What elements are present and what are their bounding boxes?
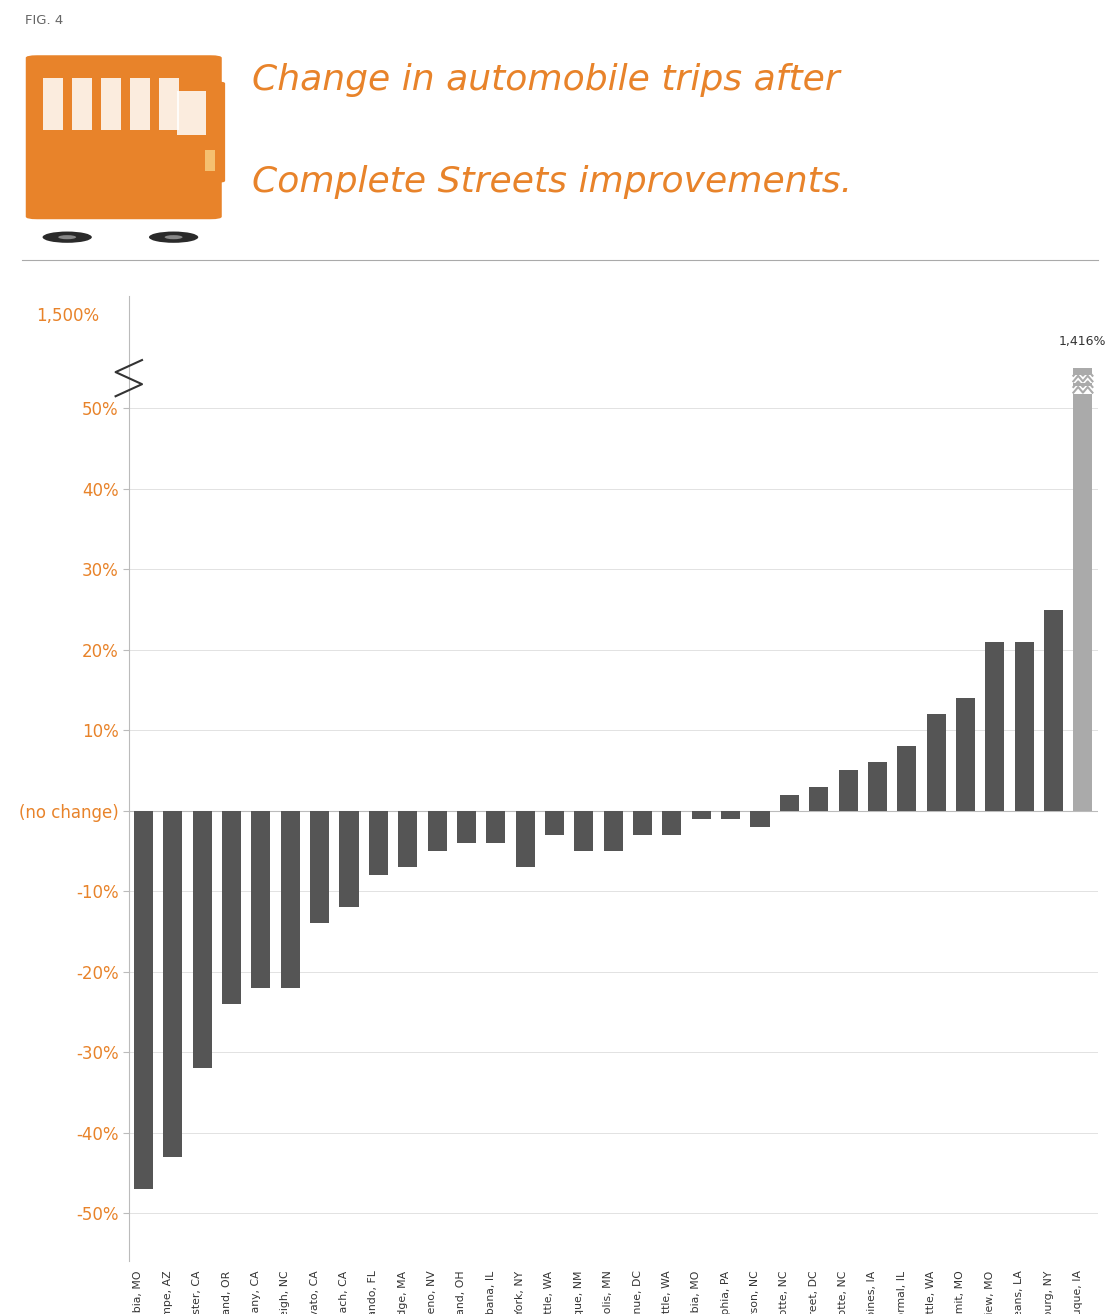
Bar: [310, 811, 329, 924]
Bar: [662, 811, 681, 834]
Bar: [721, 811, 740, 819]
Circle shape: [165, 235, 183, 239]
Bar: [368, 811, 388, 875]
Bar: [205, 150, 215, 171]
Bar: [101, 79, 121, 130]
Bar: [1073, 386, 1092, 394]
Bar: [897, 746, 916, 811]
Bar: [177, 91, 206, 135]
Bar: [457, 811, 476, 844]
Bar: [486, 811, 505, 844]
Bar: [72, 79, 92, 130]
Bar: [1015, 641, 1034, 811]
Bar: [575, 811, 594, 851]
Text: 1,416%: 1,416%: [1060, 335, 1107, 348]
Bar: [750, 811, 769, 827]
Bar: [780, 795, 799, 811]
Bar: [809, 787, 829, 811]
Bar: [515, 811, 534, 867]
Bar: [1073, 368, 1092, 811]
FancyBboxPatch shape: [26, 55, 222, 219]
Bar: [1073, 374, 1092, 382]
Bar: [193, 811, 212, 1068]
Circle shape: [149, 231, 198, 243]
Text: Change in automobile trips after: Change in automobile trips after: [252, 63, 840, 97]
Bar: [604, 811, 623, 851]
Bar: [43, 79, 63, 130]
Bar: [986, 641, 1005, 811]
Bar: [692, 811, 711, 819]
Text: 1,500%: 1,500%: [36, 306, 100, 325]
Text: Complete Streets improvements.: Complete Streets improvements.: [252, 166, 852, 200]
Bar: [281, 811, 300, 988]
Bar: [839, 770, 858, 811]
Bar: [222, 811, 241, 1004]
Bar: [868, 762, 887, 811]
Bar: [428, 811, 447, 851]
Circle shape: [43, 231, 92, 243]
Bar: [251, 811, 270, 988]
Bar: [956, 698, 976, 811]
Bar: [398, 811, 418, 867]
Bar: [926, 715, 945, 811]
Bar: [159, 79, 179, 130]
Bar: [130, 79, 150, 130]
Bar: [134, 811, 153, 1189]
Bar: [545, 811, 564, 834]
Circle shape: [58, 235, 76, 239]
Bar: [339, 811, 358, 907]
Bar: [1044, 610, 1063, 811]
Bar: [633, 811, 652, 834]
FancyBboxPatch shape: [165, 81, 225, 183]
Text: FIG. 4: FIG. 4: [25, 14, 63, 28]
Bar: [164, 811, 183, 1156]
